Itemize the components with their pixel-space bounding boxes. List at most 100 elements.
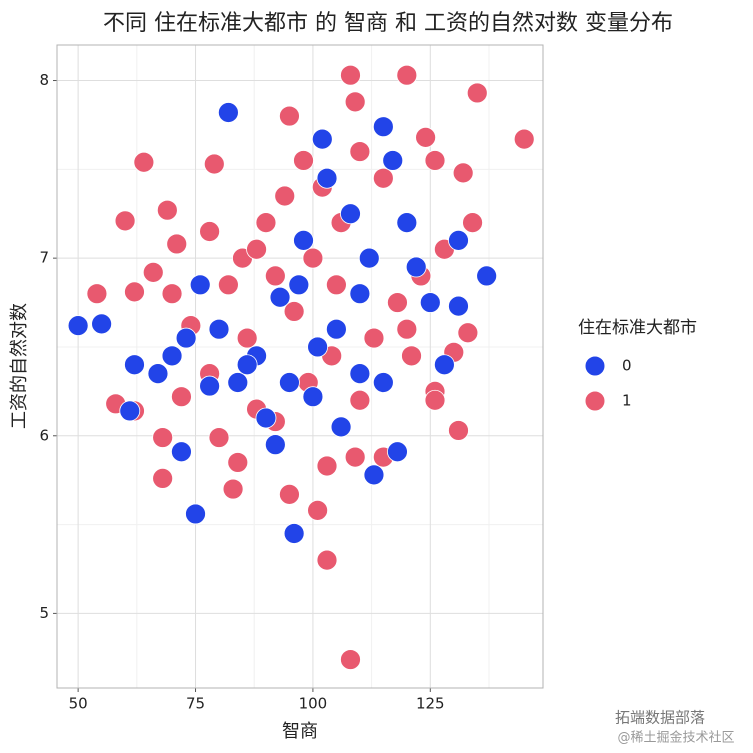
point bbox=[171, 386, 192, 408]
point bbox=[349, 389, 371, 411]
point bbox=[311, 128, 333, 150]
point bbox=[349, 141, 371, 162]
point bbox=[419, 292, 441, 313]
chart-title: 不同 住在标准大都市 的 智商 和 工资的自然对数 变量分布 bbox=[103, 11, 673, 36]
point bbox=[330, 416, 352, 438]
point bbox=[433, 354, 455, 376]
point bbox=[114, 210, 136, 232]
point bbox=[217, 274, 239, 296]
x-tick-label: 50 bbox=[69, 695, 88, 713]
legend-swatch bbox=[584, 390, 606, 412]
point bbox=[349, 283, 371, 305]
point bbox=[166, 233, 188, 255]
point bbox=[452, 162, 474, 184]
point bbox=[363, 464, 385, 486]
point bbox=[387, 292, 408, 313]
plot-border bbox=[56, 44, 544, 689]
legend-title: 住在标准大都市 bbox=[578, 318, 697, 338]
point bbox=[283, 523, 305, 544]
point bbox=[171, 441, 192, 463]
point bbox=[67, 315, 89, 337]
point bbox=[340, 64, 361, 86]
point bbox=[316, 455, 338, 477]
point bbox=[293, 150, 314, 171]
point bbox=[424, 389, 446, 411]
point bbox=[236, 327, 258, 349]
y-tick-label: 8 bbox=[39, 71, 49, 89]
point bbox=[466, 82, 488, 104]
y-tick-label: 6 bbox=[39, 426, 49, 444]
point bbox=[344, 91, 366, 113]
point bbox=[199, 221, 221, 242]
point bbox=[124, 354, 145, 376]
point bbox=[133, 151, 155, 173]
point bbox=[401, 345, 422, 367]
point bbox=[382, 150, 404, 171]
point bbox=[227, 372, 249, 393]
point bbox=[372, 116, 394, 138]
point bbox=[119, 400, 141, 422]
point bbox=[387, 441, 408, 463]
point bbox=[340, 203, 361, 225]
point bbox=[372, 372, 394, 393]
point bbox=[152, 427, 174, 448]
point bbox=[208, 318, 230, 340]
point bbox=[279, 483, 300, 505]
watermark: 拓端数据部落 bbox=[615, 709, 705, 727]
point bbox=[448, 229, 469, 251]
point bbox=[302, 247, 324, 269]
point bbox=[340, 649, 361, 670]
point bbox=[363, 327, 385, 349]
point bbox=[396, 318, 418, 340]
point bbox=[274, 185, 296, 207]
point bbox=[448, 295, 469, 317]
point bbox=[217, 102, 239, 123]
point bbox=[476, 265, 498, 287]
y-tick-label: 5 bbox=[39, 604, 49, 622]
point bbox=[415, 126, 437, 148]
point bbox=[199, 375, 221, 397]
point bbox=[255, 407, 277, 429]
point bbox=[344, 446, 366, 468]
point bbox=[255, 212, 277, 234]
point bbox=[424, 150, 446, 171]
x-tick-label: 125 bbox=[416, 695, 445, 713]
point bbox=[222, 478, 244, 500]
point bbox=[349, 363, 371, 385]
point bbox=[246, 238, 267, 260]
point bbox=[325, 318, 347, 340]
point bbox=[147, 363, 169, 385]
point bbox=[358, 247, 380, 269]
point bbox=[316, 167, 338, 189]
point bbox=[264, 434, 286, 456]
point bbox=[372, 167, 394, 189]
point bbox=[161, 283, 183, 305]
y-tick-label: 7 bbox=[39, 249, 49, 267]
point bbox=[86, 283, 108, 305]
watermark: @稀土掘金技术社区 bbox=[617, 730, 734, 746]
point bbox=[283, 301, 305, 322]
point bbox=[316, 549, 338, 571]
legend-swatch bbox=[584, 355, 606, 377]
point bbox=[161, 345, 183, 367]
x-axis-label: 智商 bbox=[282, 721, 318, 742]
point bbox=[91, 313, 113, 335]
point bbox=[269, 286, 291, 308]
y-axis-label: 工资的自然对数 bbox=[9, 303, 30, 429]
point bbox=[457, 322, 479, 344]
point bbox=[203, 153, 225, 175]
point bbox=[513, 128, 535, 150]
point bbox=[448, 420, 469, 441]
point bbox=[279, 372, 300, 393]
point bbox=[124, 281, 145, 303]
x-tick-label: 75 bbox=[186, 695, 205, 713]
point bbox=[236, 354, 258, 376]
legend-label: 0 bbox=[622, 357, 632, 375]
point bbox=[396, 64, 418, 86]
point bbox=[279, 105, 300, 127]
point bbox=[405, 256, 427, 278]
point bbox=[189, 274, 211, 296]
legend-label: 1 bbox=[622, 392, 632, 410]
point bbox=[156, 199, 178, 221]
